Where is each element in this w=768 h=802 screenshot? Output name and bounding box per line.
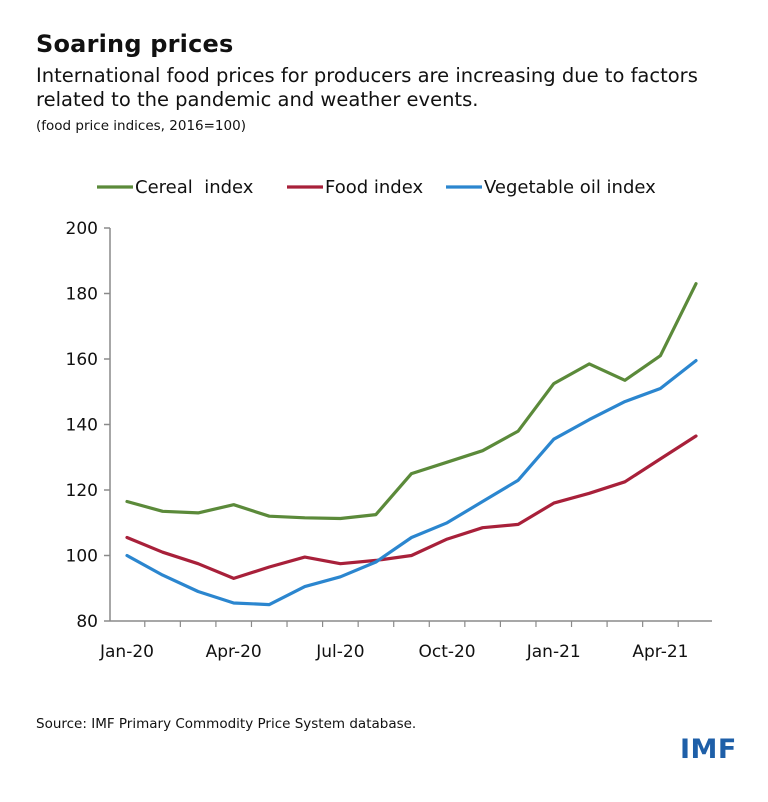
x-tick-label: Jan-20 [99,642,154,662]
series-line-1 [125,434,698,581]
line-chart: Cereal index Food index Vegetable oil inde… [66,177,712,662]
series-lines [125,282,698,607]
legend-label: Food index [325,177,423,198]
legend: Cereal index Food index Vegetable oil inde… [97,177,656,198]
imf-logo: IMF [680,734,737,765]
series-line-2 [125,359,698,607]
x-tick-label: Jan-21 [526,642,581,662]
chart-title: Soaring prices [36,30,234,58]
x-tick-label: Oct-20 [418,642,475,662]
y-tick-label: 120 [66,481,98,501]
source-note: Source: IMF Primary Commodity Price Syst… [36,716,417,732]
chart-subtitle: International food prices for producers … [36,64,698,111]
x-tick-label: Apr-20 [206,642,262,662]
x-tick-label: Apr-21 [632,642,688,662]
chart-note: (food price indices, 2016=100) [36,118,246,134]
y-tick-label: 160 [66,350,98,370]
axes: 80 100 120 140 160 180 200 Jan-20 Apr-20 Jul-20 Oc… [66,219,712,662]
y-tick-label: 180 [66,285,98,305]
y-tick-label: 200 [66,219,98,239]
legend-label: Cereal index [135,177,254,198]
series-line-0 [125,282,698,521]
y-tick-label: 80 [76,612,98,632]
legend-label: Vegetable oil index [484,177,656,198]
y-tick-label: 100 [66,547,98,567]
y-tick-label: 140 [66,416,98,436]
x-tick-label: Jul-20 [315,642,364,662]
